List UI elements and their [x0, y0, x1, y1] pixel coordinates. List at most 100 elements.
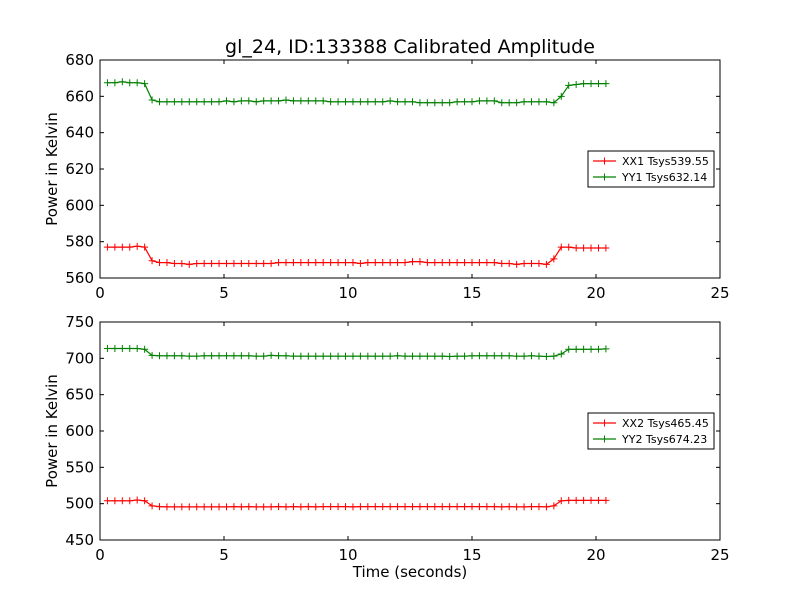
data-point [111, 497, 119, 505]
data-point [215, 98, 223, 106]
data-point [163, 98, 171, 106]
data-point [215, 503, 223, 511]
data-point [356, 98, 364, 106]
data-point [230, 98, 238, 106]
data-point [483, 503, 491, 511]
data-point [230, 352, 238, 360]
data-point [446, 503, 454, 511]
data-point [394, 503, 402, 511]
data-point [394, 98, 402, 106]
data-point [594, 345, 602, 353]
data-point [394, 352, 402, 360]
x-tick-label: 25 [710, 284, 729, 302]
data-point [312, 352, 320, 360]
data-point [580, 80, 588, 88]
data-point [111, 345, 119, 353]
y-tick-label: 620 [65, 160, 94, 178]
data-point [215, 259, 223, 267]
data-point [275, 97, 283, 105]
data-point [133, 496, 141, 504]
data-point [245, 259, 253, 267]
chart-panel-2: 0 5 10 15 20 25 450 500 550 600 650 700 750 Power in … [43, 313, 730, 581]
legend: XX1 Tsys539.55 YY1 Tsys632.14 [587, 150, 715, 188]
data-point [230, 503, 238, 511]
data-point [535, 352, 543, 360]
legend-entry: XX2 Tsys465.45 [622, 417, 709, 430]
legend-marker [601, 435, 608, 443]
legend-marker [601, 173, 608, 181]
data-point [230, 259, 238, 267]
data-point [565, 243, 573, 251]
data-point [193, 98, 201, 106]
data-point [275, 259, 283, 267]
data-point [260, 97, 268, 105]
data-point [222, 503, 230, 511]
data-point [245, 352, 253, 360]
data-point [237, 503, 245, 511]
data-point [312, 97, 320, 105]
y-axis-label: Power in Kelvin [43, 112, 61, 226]
data-point [490, 97, 498, 105]
data-point [453, 259, 461, 267]
data-point [401, 503, 409, 511]
data-point [327, 98, 335, 106]
data-point [565, 496, 573, 504]
data-point [260, 503, 268, 511]
data-point [319, 259, 327, 267]
data-point [572, 244, 580, 252]
data-point [580, 345, 588, 353]
data-point [148, 351, 156, 359]
data-point [513, 352, 521, 360]
data-point [453, 352, 461, 360]
data-point [252, 503, 260, 511]
data-point [342, 259, 350, 267]
legend-marker [601, 157, 608, 165]
data-point [222, 97, 230, 105]
data-point [208, 259, 216, 267]
data-point [475, 503, 483, 511]
data-point [282, 96, 290, 104]
data-point [126, 345, 134, 353]
data-point [468, 352, 476, 360]
legend-entry: XX1 Tsys539.55 [622, 155, 709, 168]
data-point [565, 81, 573, 89]
data-point [408, 352, 416, 360]
data-point [594, 80, 602, 88]
data-point [282, 503, 290, 511]
data-point [178, 98, 186, 106]
data-point [461, 503, 469, 511]
y-tick-label: 600 [65, 196, 94, 214]
data-point [602, 244, 610, 252]
data-point [364, 352, 372, 360]
data-point [334, 259, 342, 267]
data-point [267, 97, 275, 105]
legend-entry: YY1 Tsys632.14 [621, 171, 707, 184]
data-point [416, 503, 424, 511]
data-point [327, 503, 335, 511]
data-point [594, 496, 602, 504]
data-point [200, 98, 208, 106]
data-point [438, 352, 446, 360]
x-tick-label: 10 [338, 284, 357, 302]
x-tick-label: 20 [586, 284, 605, 302]
data-point [193, 259, 201, 267]
data-point [148, 96, 156, 104]
data-point [349, 98, 357, 106]
data-point [349, 259, 357, 267]
data-point [438, 259, 446, 267]
data-point [431, 99, 439, 107]
data-point [446, 259, 454, 267]
data-point [550, 502, 558, 510]
data-point [141, 497, 149, 505]
data-point [275, 503, 283, 511]
data-point [520, 503, 528, 511]
data-point [401, 98, 409, 106]
data-point [185, 98, 193, 106]
data-point [312, 259, 320, 267]
y-tick-label: 560 [65, 269, 94, 287]
data-point [319, 503, 327, 511]
data-point [319, 352, 327, 360]
data-point [319, 97, 327, 105]
data-point [148, 502, 156, 510]
data-point [126, 497, 134, 505]
